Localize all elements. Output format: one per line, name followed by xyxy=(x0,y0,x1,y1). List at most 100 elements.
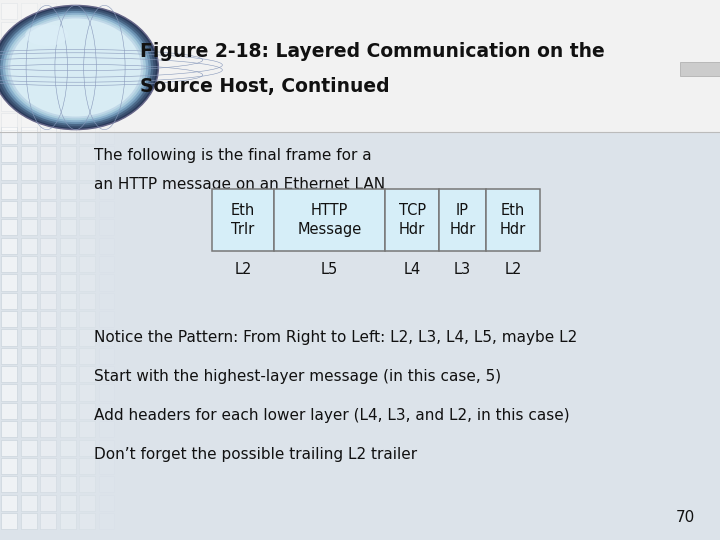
FancyBboxPatch shape xyxy=(40,95,56,111)
FancyBboxPatch shape xyxy=(99,164,114,180)
FancyBboxPatch shape xyxy=(60,183,76,199)
FancyBboxPatch shape xyxy=(60,329,76,346)
FancyBboxPatch shape xyxy=(79,219,95,235)
FancyBboxPatch shape xyxy=(0,0,720,132)
FancyBboxPatch shape xyxy=(40,513,56,529)
Circle shape xyxy=(3,13,148,122)
Text: L4: L4 xyxy=(404,262,420,278)
FancyBboxPatch shape xyxy=(21,3,37,19)
FancyBboxPatch shape xyxy=(79,256,95,272)
FancyBboxPatch shape xyxy=(21,366,37,382)
FancyBboxPatch shape xyxy=(1,164,17,180)
Text: Start with the highest-layer message (in this case, 5): Start with the highest-layer message (in… xyxy=(94,369,500,384)
FancyBboxPatch shape xyxy=(99,458,114,474)
FancyBboxPatch shape xyxy=(79,164,95,180)
FancyBboxPatch shape xyxy=(1,22,17,38)
FancyBboxPatch shape xyxy=(60,58,76,75)
FancyBboxPatch shape xyxy=(60,3,76,19)
FancyBboxPatch shape xyxy=(21,256,37,272)
FancyBboxPatch shape xyxy=(1,366,17,382)
Text: L2: L2 xyxy=(234,262,252,278)
FancyBboxPatch shape xyxy=(21,348,37,364)
FancyBboxPatch shape xyxy=(40,476,56,492)
FancyBboxPatch shape xyxy=(40,58,56,75)
FancyBboxPatch shape xyxy=(1,127,17,144)
FancyBboxPatch shape xyxy=(79,311,95,327)
FancyBboxPatch shape xyxy=(274,189,385,251)
Text: Source Host, Continued: Source Host, Continued xyxy=(140,77,390,96)
Text: an HTTP message on an Ethernet LAN: an HTTP message on an Ethernet LAN xyxy=(94,177,384,192)
FancyBboxPatch shape xyxy=(1,58,17,75)
Circle shape xyxy=(0,9,153,126)
FancyBboxPatch shape xyxy=(1,495,17,511)
FancyBboxPatch shape xyxy=(60,164,76,180)
FancyBboxPatch shape xyxy=(1,293,17,309)
FancyBboxPatch shape xyxy=(60,238,76,254)
Circle shape xyxy=(0,11,151,124)
FancyBboxPatch shape xyxy=(680,62,720,76)
FancyBboxPatch shape xyxy=(40,256,56,272)
FancyBboxPatch shape xyxy=(40,40,56,56)
FancyBboxPatch shape xyxy=(60,113,76,130)
Text: 70: 70 xyxy=(675,510,695,525)
FancyBboxPatch shape xyxy=(21,513,37,529)
FancyBboxPatch shape xyxy=(21,293,37,309)
FancyBboxPatch shape xyxy=(99,274,114,291)
FancyBboxPatch shape xyxy=(99,384,114,401)
FancyBboxPatch shape xyxy=(79,146,95,162)
FancyBboxPatch shape xyxy=(21,219,37,235)
FancyBboxPatch shape xyxy=(99,311,114,327)
FancyBboxPatch shape xyxy=(99,476,114,492)
FancyBboxPatch shape xyxy=(60,311,76,327)
FancyBboxPatch shape xyxy=(40,3,56,19)
Ellipse shape xyxy=(25,24,68,46)
FancyBboxPatch shape xyxy=(1,421,17,437)
FancyBboxPatch shape xyxy=(79,513,95,529)
FancyBboxPatch shape xyxy=(99,219,114,235)
FancyBboxPatch shape xyxy=(79,476,95,492)
FancyBboxPatch shape xyxy=(99,238,114,254)
FancyBboxPatch shape xyxy=(21,403,37,419)
FancyBboxPatch shape xyxy=(60,366,76,382)
FancyBboxPatch shape xyxy=(40,495,56,511)
Circle shape xyxy=(10,18,141,117)
FancyBboxPatch shape xyxy=(40,329,56,346)
FancyBboxPatch shape xyxy=(21,329,37,346)
FancyBboxPatch shape xyxy=(1,458,17,474)
FancyBboxPatch shape xyxy=(1,40,17,56)
FancyBboxPatch shape xyxy=(40,274,56,291)
FancyBboxPatch shape xyxy=(99,421,114,437)
Circle shape xyxy=(8,17,143,118)
FancyBboxPatch shape xyxy=(60,127,76,144)
FancyBboxPatch shape xyxy=(21,146,37,162)
FancyBboxPatch shape xyxy=(79,201,95,217)
FancyBboxPatch shape xyxy=(79,329,95,346)
FancyBboxPatch shape xyxy=(1,238,17,254)
FancyBboxPatch shape xyxy=(439,189,486,251)
FancyBboxPatch shape xyxy=(99,495,114,511)
FancyBboxPatch shape xyxy=(1,348,17,364)
FancyBboxPatch shape xyxy=(1,219,17,235)
FancyBboxPatch shape xyxy=(60,274,76,291)
Text: L2: L2 xyxy=(504,262,522,278)
FancyBboxPatch shape xyxy=(21,127,37,144)
FancyBboxPatch shape xyxy=(60,22,76,38)
FancyBboxPatch shape xyxy=(21,164,37,180)
FancyBboxPatch shape xyxy=(1,77,17,93)
FancyBboxPatch shape xyxy=(60,403,76,419)
FancyBboxPatch shape xyxy=(1,274,17,291)
Text: Don’t forget the possible trailing L2 trailer: Don’t forget the possible trailing L2 tr… xyxy=(94,447,417,462)
FancyBboxPatch shape xyxy=(99,183,114,199)
FancyBboxPatch shape xyxy=(99,440,114,456)
Text: Add headers for each lower layer (L4, L3, and L2, in this case): Add headers for each lower layer (L4, L3… xyxy=(94,408,570,423)
Circle shape xyxy=(5,15,146,120)
FancyBboxPatch shape xyxy=(40,311,56,327)
FancyBboxPatch shape xyxy=(60,458,76,474)
FancyBboxPatch shape xyxy=(40,440,56,456)
FancyBboxPatch shape xyxy=(1,113,17,130)
FancyBboxPatch shape xyxy=(40,127,56,144)
FancyBboxPatch shape xyxy=(1,3,17,19)
FancyBboxPatch shape xyxy=(1,146,17,162)
FancyBboxPatch shape xyxy=(21,274,37,291)
Text: IP
Hdr: IP Hdr xyxy=(449,202,476,238)
